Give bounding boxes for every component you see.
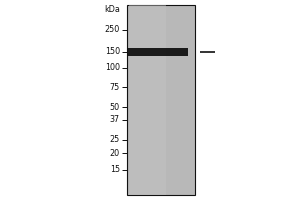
Text: 15: 15	[110, 166, 120, 174]
Text: 150: 150	[105, 47, 120, 56]
Text: 20: 20	[110, 148, 120, 158]
Text: 50: 50	[110, 102, 120, 112]
Text: 250: 250	[105, 25, 120, 34]
Text: 75: 75	[110, 82, 120, 92]
Text: 25: 25	[110, 136, 120, 144]
Bar	[129, 5, 166, 195]
Bar	[128, 48, 188, 56]
Text: 100: 100	[105, 64, 120, 72]
Text: kDa: kDa	[104, 5, 120, 15]
Text: 37: 37	[110, 116, 120, 124]
Bar	[127, 5, 195, 195]
